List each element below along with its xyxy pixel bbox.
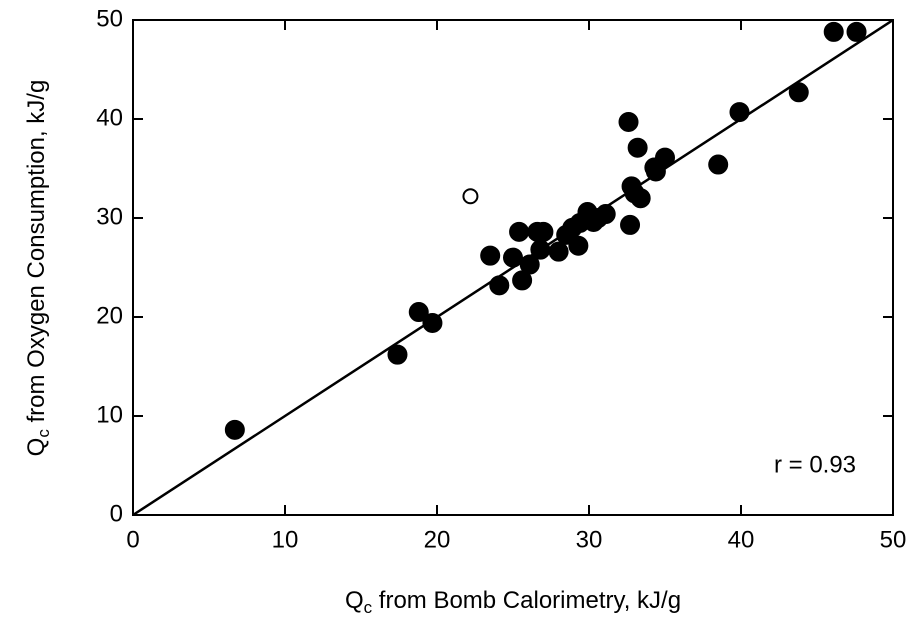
x-tick-label: 20 (424, 526, 451, 553)
point (408, 302, 429, 323)
point (422, 312, 443, 333)
point (480, 245, 501, 266)
y-axis-label: Qc from Oxygen Consumption, kJ/g (23, 80, 53, 457)
y-label-subscript: c (34, 429, 53, 438)
point (224, 419, 245, 440)
x-tick-label: 0 (126, 526, 139, 553)
y-tick-label: 20 (96, 302, 123, 329)
point (823, 21, 844, 42)
point (462, 188, 479, 205)
point (512, 270, 533, 291)
x-axis-label: Qc from Bomb Calorimetry, kJ/g (345, 587, 681, 617)
point (620, 214, 641, 235)
y-label-symbol: Q (23, 438, 50, 457)
point (489, 275, 510, 296)
y-tick-label: 30 (96, 203, 123, 230)
point (627, 137, 648, 158)
point (708, 154, 729, 175)
point (645, 161, 666, 182)
point (387, 344, 408, 365)
x-tick-label: 50 (880, 526, 907, 553)
plot-frame (132, 19, 894, 516)
y-tick-label: 50 (96, 5, 123, 32)
point (509, 221, 530, 242)
point (788, 82, 809, 103)
x-tick-label: 10 (272, 526, 299, 553)
point (846, 21, 867, 42)
point (519, 254, 540, 275)
y-tick-label: 40 (96, 104, 123, 131)
y-label-text: from Oxygen Consumption, kJ/g (23, 80, 50, 429)
x-tick-label: 40 (728, 526, 755, 553)
point (530, 239, 551, 260)
y-tick-label: 10 (96, 401, 123, 428)
x-label-symbol: Q (345, 587, 364, 614)
x-label-subscript: c (364, 598, 373, 617)
annotation: r = 0.93 (774, 451, 856, 478)
point (655, 147, 675, 168)
point (568, 235, 589, 256)
point (595, 204, 616, 225)
point (630, 188, 651, 209)
x-label-text: from Bomb Calorimetry, kJ/g (372, 587, 681, 614)
point (548, 241, 569, 262)
point (729, 102, 750, 123)
point (618, 111, 639, 132)
point (503, 247, 523, 268)
point (533, 221, 554, 242)
x-tick-label: 30 (576, 526, 603, 553)
y-tick-label: 0 (110, 500, 123, 527)
